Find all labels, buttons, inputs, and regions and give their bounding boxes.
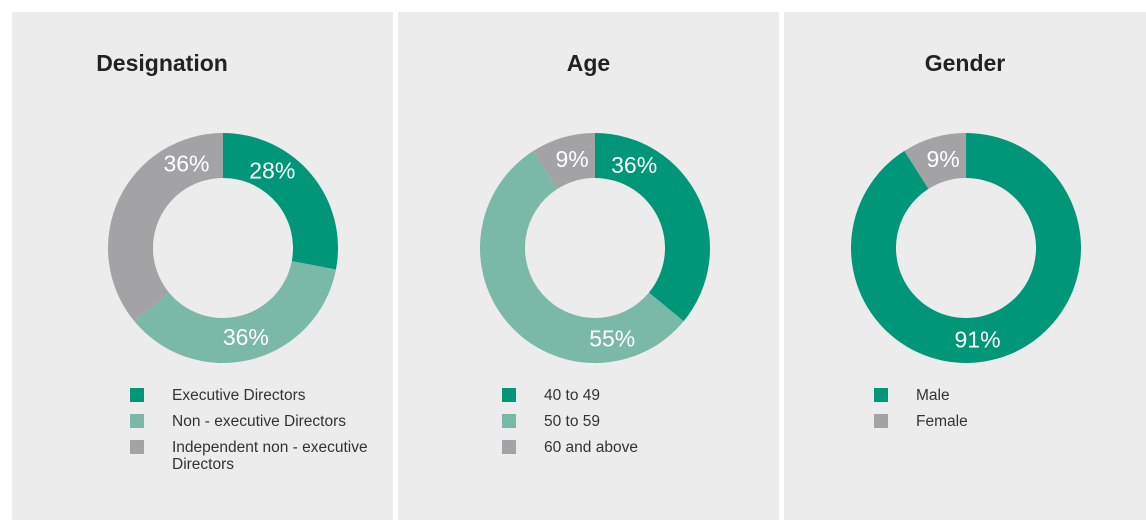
legend-label: Non - executive Directors — [172, 413, 347, 430]
designation-panel: Designation 28% 36% 36% Executive Director… — [12, 12, 393, 520]
chart-title: Designation — [96, 50, 228, 76]
data-label-independent-non-executive-directors: 36% — [163, 151, 209, 177]
legend-item-50-to-59: 50 to 59 — [502, 413, 762, 430]
gender-donut-chart: 91% 9% — [851, 133, 1081, 363]
legend-swatch — [130, 440, 144, 454]
legend-label: 40 to 49 — [544, 387, 601, 404]
designation-legend: Executive Directors Non - executive Direc… — [130, 387, 390, 482]
legend-swatch — [874, 388, 888, 402]
legend-label: Female — [916, 413, 968, 430]
legend-label: 60 and above — [544, 439, 638, 456]
gender-legend: Male Female — [874, 387, 1134, 439]
legend-item-female: Female — [874, 413, 1134, 430]
legend-swatch — [874, 414, 888, 428]
age-legend: 40 to 49 50 to 59 60 and above — [502, 387, 762, 465]
legend-swatch — [502, 414, 516, 428]
legend-label: 50 to 59 — [544, 413, 601, 430]
slice-female — [904, 133, 966, 189]
data-label-executive-directors: 28% — [249, 157, 295, 183]
slice-50-to-59 — [479, 150, 684, 363]
slice-independent-non-executive-directors — [107, 133, 223, 322]
slice-40-to-49 — [595, 133, 710, 322]
slice-non-executive-directors — [134, 261, 336, 363]
legend-label: Independent non - executive Directors — [172, 439, 368, 473]
slice-60-and-above — [533, 133, 595, 189]
legend-item-non-executive-directors: Non - executive Directors — [130, 413, 390, 430]
legend-swatch — [130, 414, 144, 428]
legend-swatch — [130, 388, 144, 402]
legend-item-40-to-49: 40 to 49 — [502, 387, 762, 404]
legend-item-60-and-above: 60 and above — [502, 439, 762, 456]
legend-swatch — [502, 388, 516, 402]
legend-item-male: Male — [874, 387, 1134, 404]
data-label-40-to-49: 36% — [611, 152, 657, 178]
slice-executive-directors — [223, 133, 339, 270]
chart-title: Age — [566, 50, 611, 76]
designation-donut-chart: 28% 36% 36% — [107, 133, 339, 363]
data-label-50-to-59: 55% — [589, 325, 635, 351]
age-panel: Age 36% 55% 9% 40 to 49 50 to 59 60 and abov… — [398, 12, 779, 520]
age-donut-chart: 36% 55% 9% — [479, 133, 710, 363]
legend-item-independent-non-executive-directors: Independent non - executive Directors — [130, 439, 390, 473]
chart-title: Gender — [924, 50, 1006, 76]
slice-male — [851, 133, 1081, 363]
data-label-non-executive-directors: 36% — [223, 324, 269, 350]
legend-label: Male — [916, 387, 950, 404]
legend-label: Executive Directors — [172, 387, 306, 404]
legend-item-executive-directors: Executive Directors — [130, 387, 390, 404]
data-label-female: 9% — [926, 146, 959, 172]
data-label-male: 91% — [955, 326, 1001, 352]
data-label-60-and-above: 9% — [555, 146, 588, 172]
legend-swatch — [502, 440, 516, 454]
gender-panel: Gender 91% 9% Male Female — [784, 12, 1146, 520]
